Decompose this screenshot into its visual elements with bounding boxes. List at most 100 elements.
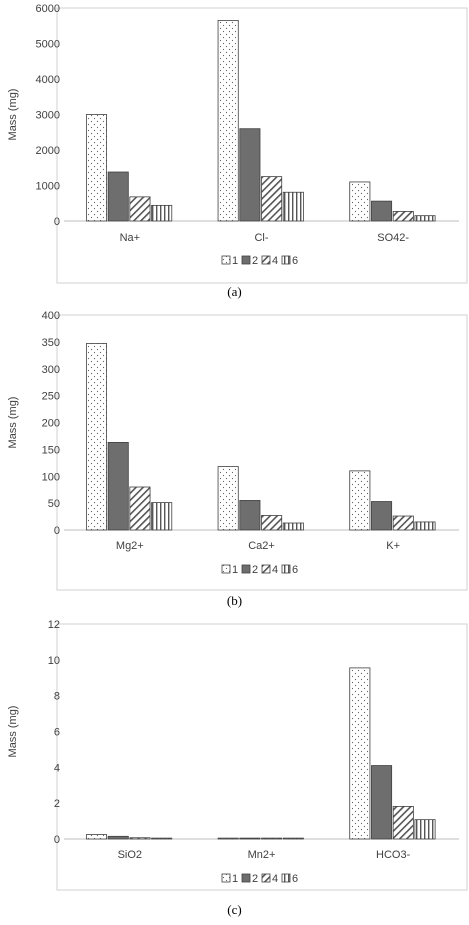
legend: 1 2 4 6 — [221, 255, 298, 267]
x-tick-label: Mg2+ — [116, 540, 144, 552]
bar-SO42--series-4 — [392, 211, 414, 222]
bar-HCO3--series-6 — [414, 819, 436, 840]
x-tick-label: HCO3- — [376, 849, 411, 861]
y-tick-label: 10 — [48, 655, 60, 667]
y-axis-label: Mass (mg) — [7, 706, 19, 758]
legend-swatch-2 — [241, 564, 251, 574]
chart-panel-2: 0 50 100 150 200 250 300 350 400 Mass (mg) Mg2+ Ca2… — [7, 310, 468, 608]
chart-frame — [56, 7, 468, 284]
x-tick-label: Mn2+ — [248, 849, 276, 861]
bar-HCO3--series-1 — [349, 667, 371, 840]
y-tick-label: 200 — [42, 418, 60, 430]
bar-SO42--series-6 — [414, 215, 436, 222]
y-tick-label: 3000 — [36, 110, 60, 122]
bar-Cl--series-2 — [239, 128, 261, 222]
y-tick-label: 0 — [54, 834, 60, 846]
legend-swatch-1 — [221, 564, 231, 574]
bar-Na+-series-4 — [129, 196, 151, 222]
bar-Mn2+-series-1 — [217, 837, 239, 840]
legend-label: 2 — [252, 564, 258, 576]
y-tick-label: 12 — [48, 619, 60, 631]
legend-label: 4 — [272, 564, 278, 576]
bar-HCO3--series-2 — [371, 765, 393, 840]
legend-swatch-6 — [281, 564, 291, 574]
legend-label: 6 — [292, 873, 298, 885]
legend-swatch-4 — [261, 564, 271, 574]
bar-SiO2-series-6 — [151, 837, 173, 840]
bar-Mg2+-series-4 — [129, 486, 151, 531]
legend-label: 6 — [292, 564, 298, 576]
y-tick-label: 300 — [42, 364, 60, 376]
y-tick-label: 0 — [54, 525, 60, 537]
legend-swatch-6 — [281, 255, 291, 265]
bar-Mg2+-series-6 — [151, 502, 173, 531]
bar-SiO2-series-2 — [107, 835, 129, 840]
y-tick-label: 1000 — [36, 181, 60, 193]
bar-Ca2+-series-2 — [239, 500, 261, 531]
bar-Mg2+-series-2 — [107, 441, 129, 531]
y-tick-label: 100 — [42, 471, 60, 483]
y-tick-label: 50 — [48, 498, 60, 510]
legend-swatch-2 — [241, 873, 251, 883]
y-tick-label: 5000 — [36, 39, 60, 51]
y-tick-label: 6 — [54, 727, 60, 739]
bar-Ca2+-series-1 — [217, 466, 239, 531]
bar-Mn2+-series-6 — [282, 837, 304, 840]
y-tick-label: 4000 — [36, 74, 60, 86]
x-tick-label: Cl- — [254, 232, 268, 244]
legend-label: 1 — [232, 873, 238, 885]
bar-Cl--series-6 — [282, 191, 304, 222]
y-tick-label: 8 — [54, 691, 60, 703]
y-tick-label: 2000 — [36, 145, 60, 157]
bar-K+-series-6 — [414, 521, 436, 531]
panel-caption: (c) — [227, 902, 241, 917]
y-axis-label: Mass (mg) — [7, 89, 19, 141]
y-tick-label: 4 — [54, 762, 60, 774]
bar-Cl--series-4 — [261, 176, 283, 222]
legend-label: 2 — [252, 255, 258, 267]
panel-caption: (b) — [227, 593, 242, 608]
bar-Mn2+-series-2 — [239, 837, 261, 840]
legend-swatch-1 — [221, 255, 231, 265]
legend-swatch-6 — [281, 873, 291, 883]
x-tick-label: Na+ — [120, 232, 141, 244]
legend-label: 2 — [252, 873, 258, 885]
x-tick-label: Ca2+ — [248, 540, 275, 552]
bar-Cl--series-1 — [217, 20, 239, 222]
bar-K+-series-2 — [371, 501, 393, 531]
bar-Mg2+-series-1 — [85, 343, 108, 531]
bar-SO42--series-1 — [349, 181, 371, 222]
y-axis-label: Mass (mg) — [7, 397, 19, 449]
bar-K+-series-4 — [392, 515, 414, 531]
legend-swatch-2 — [241, 255, 251, 265]
bar-Na+-series-2 — [107, 171, 129, 222]
bar-Mn2+-series-4 — [261, 837, 283, 840]
y-tick-label: 350 — [42, 337, 60, 349]
bar-Ca2+-series-6 — [282, 522, 304, 531]
x-tick-label: SiO2 — [118, 849, 142, 861]
legend-label: 4 — [272, 255, 278, 267]
legend-swatch-1 — [221, 873, 231, 883]
chart-frame — [56, 623, 468, 891]
y-tick-label: 0 — [54, 216, 60, 228]
chart-frame — [56, 314, 468, 591]
legend-label: 4 — [272, 873, 278, 885]
y-tick-label: 2 — [54, 798, 60, 810]
y-tick-label: 150 — [42, 444, 60, 456]
legend-swatch-4 — [261, 255, 271, 265]
legend: 1 2 4 6 — [221, 873, 298, 885]
legend: 1 2 4 6 — [221, 564, 298, 576]
x-tick-label: K+ — [386, 540, 400, 552]
bar-Na+-series-1 — [85, 114, 108, 222]
bar-HCO3--series-4 — [392, 805, 414, 840]
y-tick-label: 250 — [42, 391, 60, 403]
chart-panel-1: 0 1000 2000 3000 4000 5000 6000 Mass (mg) Na+ Cl-… — [7, 3, 468, 299]
y-tick-label: 400 — [42, 310, 60, 322]
panel-caption: (a) — [227, 284, 241, 299]
legend-label: 6 — [292, 255, 298, 267]
legend-label: 1 — [232, 564, 238, 576]
bar-K+-series-1 — [349, 470, 371, 531]
